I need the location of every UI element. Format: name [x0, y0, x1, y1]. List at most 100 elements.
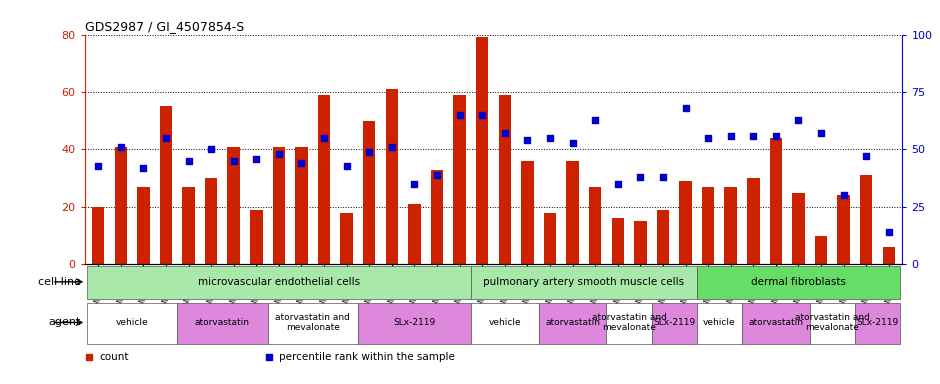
Bar: [702, 187, 714, 265]
Bar: [725, 187, 737, 265]
Text: count: count: [100, 352, 129, 362]
Bar: [182, 187, 195, 265]
Bar: [160, 106, 172, 265]
Point: [837, 192, 852, 199]
Bar: [86, 266, 471, 299]
Bar: [742, 303, 809, 344]
Point: [181, 158, 196, 164]
Bar: [838, 195, 850, 265]
Point: [813, 130, 828, 136]
Text: pulmonary artery smooth muscle cells: pulmonary artery smooth muscle cells: [483, 277, 684, 287]
Text: atorvastatin and
mevalonate: atorvastatin and mevalonate: [591, 313, 666, 332]
Point: [249, 156, 264, 162]
Point: [430, 172, 445, 178]
Point: [791, 116, 806, 122]
Text: agent: agent: [48, 318, 81, 328]
Point: [159, 135, 174, 141]
Point: [113, 144, 128, 150]
Bar: [86, 303, 178, 344]
Point: [678, 105, 693, 111]
Bar: [855, 303, 901, 344]
Text: cell line: cell line: [38, 277, 81, 287]
Point: [588, 116, 603, 122]
Bar: [770, 138, 782, 265]
Point: [204, 146, 219, 152]
Bar: [792, 193, 805, 265]
Text: dermal fibroblasts: dermal fibroblasts: [751, 277, 846, 287]
Bar: [809, 303, 855, 344]
Bar: [634, 221, 647, 265]
Point: [339, 162, 354, 169]
Point: [497, 130, 512, 136]
Bar: [250, 210, 262, 265]
Bar: [358, 303, 471, 344]
Bar: [273, 147, 285, 265]
Point: [407, 181, 422, 187]
Text: atorvastatin and
mevalonate: atorvastatin and mevalonate: [275, 313, 351, 332]
Bar: [815, 236, 827, 265]
Text: vehicle: vehicle: [703, 318, 736, 327]
Point: [610, 181, 625, 187]
Bar: [363, 121, 375, 265]
Bar: [860, 175, 872, 265]
Text: SLx-2119: SLx-2119: [856, 318, 899, 327]
Point: [475, 112, 490, 118]
Bar: [340, 213, 352, 265]
Text: atorvastatin: atorvastatin: [545, 318, 600, 327]
Bar: [697, 303, 742, 344]
Point: [723, 132, 738, 139]
Bar: [612, 218, 624, 265]
Bar: [606, 303, 651, 344]
Text: GDS2987 / GI_4507854-S: GDS2987 / GI_4507854-S: [85, 20, 243, 33]
Point: [745, 132, 760, 139]
Bar: [115, 147, 127, 265]
Text: SLx-2119: SLx-2119: [653, 318, 696, 327]
Text: atorvastatin and
mevalonate: atorvastatin and mevalonate: [795, 313, 870, 332]
Bar: [539, 303, 606, 344]
Bar: [747, 178, 760, 265]
Text: vehicle: vehicle: [489, 318, 521, 327]
Point: [362, 149, 377, 155]
Text: atorvastatin: atorvastatin: [195, 318, 250, 327]
Bar: [178, 303, 268, 344]
Point: [135, 165, 150, 171]
Bar: [431, 170, 444, 265]
Point: [384, 144, 400, 150]
Bar: [453, 95, 466, 265]
Text: vehicle: vehicle: [116, 318, 149, 327]
Bar: [657, 210, 669, 265]
Bar: [471, 266, 697, 299]
Bar: [680, 181, 692, 265]
Point: [452, 112, 467, 118]
Text: SLx-2119: SLx-2119: [393, 318, 435, 327]
Point: [542, 135, 557, 141]
Bar: [268, 303, 358, 344]
Text: atorvastatin: atorvastatin: [748, 318, 804, 327]
Point: [520, 137, 535, 143]
Bar: [883, 247, 895, 265]
Bar: [521, 161, 534, 265]
Point: [859, 153, 874, 159]
Bar: [589, 187, 602, 265]
Bar: [651, 303, 697, 344]
Point: [633, 174, 648, 180]
Bar: [567, 161, 579, 265]
Bar: [137, 187, 149, 265]
Bar: [471, 303, 539, 344]
Point: [768, 132, 783, 139]
Bar: [385, 89, 398, 265]
Point: [882, 229, 897, 235]
Bar: [92, 207, 104, 265]
Bar: [408, 204, 420, 265]
Point: [565, 139, 580, 146]
Bar: [318, 95, 330, 265]
Bar: [543, 213, 556, 265]
Text: percentile rank within the sample: percentile rank within the sample: [279, 352, 455, 362]
Text: microvascular endothelial cells: microvascular endothelial cells: [197, 277, 360, 287]
Bar: [476, 37, 489, 265]
Point: [227, 158, 242, 164]
Bar: [295, 147, 307, 265]
Point: [90, 162, 105, 169]
Point: [317, 135, 332, 141]
Bar: [227, 147, 240, 265]
